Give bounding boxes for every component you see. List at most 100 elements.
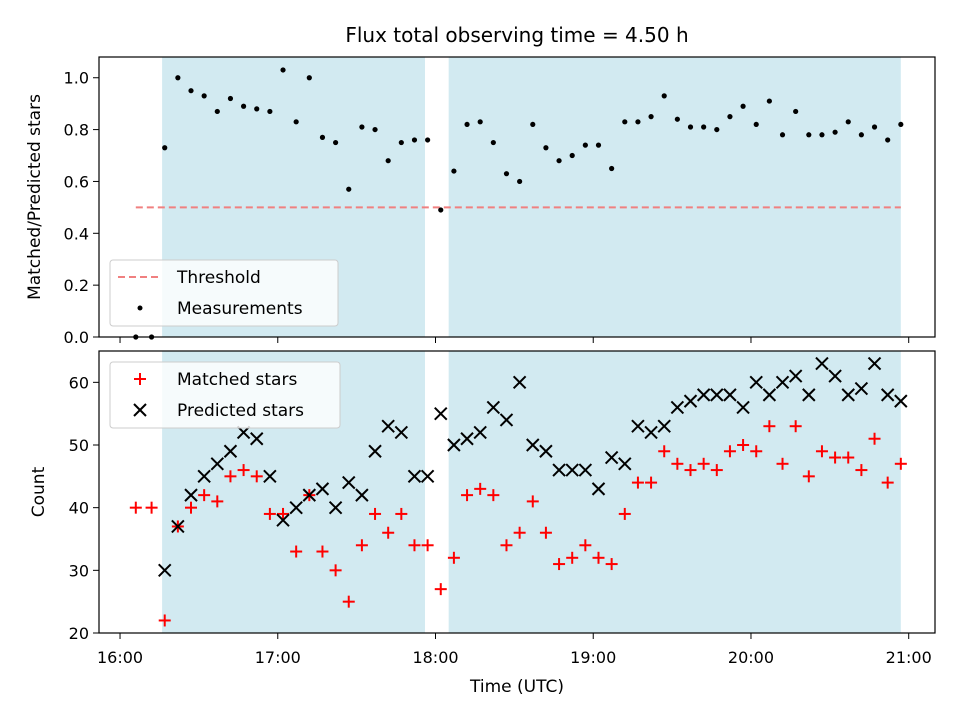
x-tick-label: 17:00 [255,648,301,667]
legend-matched-swatch [134,373,146,385]
measurement-point [267,108,273,115]
matched-star-point [211,495,224,508]
matched-star-point [842,451,855,464]
measurement-point [359,124,365,130]
count-y-tick-label: 60 [69,373,89,392]
measurement-point [885,137,891,143]
ratio-panel: 0.0 0.2 0.4 0.6 0.8 1.0 Matched/Predicted sta… [25,56,936,347]
ratio-y-tick-label: 1.0 [64,69,89,88]
predicted-star-point [394,425,409,440]
matched-star-point [369,507,382,520]
matched-star-point [618,507,631,520]
count-y-tick-label: 20 [69,624,89,643]
legend-measurements-label: Measurements [177,299,303,319]
predicted-star-point [171,519,185,534]
predicted-star-point [460,432,474,446]
predicted-star-point [670,400,685,415]
predicted-star-point [815,356,829,371]
chart-title: Flux total observing time = 4.50 h [345,23,688,47]
predicted-star-point [263,469,277,484]
measurement-point [806,132,812,138]
matched-star-point [277,507,290,520]
measurement-point [595,142,602,148]
x-tick-label: 16:00 [97,648,143,667]
ratio-legend: Threshold Measurements [109,259,339,327]
measurement-point [661,93,667,99]
count-y-tick-label: 50 [69,436,89,455]
measurement-point [793,108,799,115]
matched-star-point [881,476,894,489]
matched-star-point [605,558,618,571]
measurement-point [517,178,523,185]
predicted-star-point [499,413,514,427]
matched-star-point [224,470,237,483]
legend-predicted-swatch [133,403,147,417]
ratio-legend-box [109,259,339,327]
measurement-point [779,132,786,138]
predicted-star-point [736,400,750,415]
predicted-star-point [631,419,645,433]
measurement-point [543,145,549,151]
count-legend-box [109,361,341,429]
predicted-star-point [184,488,198,502]
measurement-point [832,129,838,135]
matched-star-point [395,507,408,520]
matched-star-point [710,464,723,477]
measurement-point [845,119,851,125]
matched-star-point [237,464,250,477]
measurement-point [582,142,588,148]
predicted-star-point [328,500,343,515]
matched-star-point [829,451,842,464]
predicted-star-point [710,388,724,402]
matched-star-point [658,445,671,458]
matched-star-point [421,539,434,552]
predicted-star-point [434,406,448,421]
measurement-point [503,171,510,177]
measurement-point [674,116,680,122]
measurement-point [530,121,536,128]
x-tick-label: 19:00 [570,648,616,667]
ratio-y-tick-label: 0.6 [64,172,89,191]
predicted-star-point [894,394,908,408]
matched-star-point [868,432,881,445]
measurement-point [214,108,220,115]
matched-star-point [776,457,789,470]
predicted-star-point [158,563,172,578]
legend-matched-label: Matched stars [177,370,297,390]
measurement-point [819,132,825,138]
measurement-point [490,139,496,146]
matched-star-point [250,470,263,483]
matched-star-point [290,545,303,558]
measurement-point [766,98,772,104]
measurement-point [556,158,562,164]
matched-star-point [645,476,658,489]
count-panel: 20 30 40 50 60 16:00 17:00 18:00 19:00 20:00 21:0… [29,350,936,697]
measurement-point [240,103,247,109]
predicted-star-point [289,500,303,515]
matched-star-point [737,439,750,451]
measurement-point [411,137,418,143]
matched-star-point [342,595,355,608]
matched-star-point [539,526,552,539]
matched-star-point [145,501,158,514]
measurement-point [701,124,707,130]
measurement-point [280,67,286,73]
x-axis-label: Time (UTC) [469,677,564,697]
matched-star-point [129,501,142,514]
matched-star-point [316,545,329,558]
predicted-star-point [473,425,487,440]
matched-star-point [434,583,447,596]
measurement-point [622,119,628,125]
predicted-star-point [644,425,658,440]
predicted-star-point [210,457,225,471]
predicted-star-point [802,388,816,402]
matched-star-point [855,464,868,477]
measurement-point [319,134,326,140]
ratio-y-tick-label: 0.4 [64,224,89,243]
predicted-star-point [381,419,395,433]
measurement-point [451,168,457,174]
predicted-star-point [539,444,553,458]
measurement-point [398,139,404,146]
measurement-point [871,124,878,130]
